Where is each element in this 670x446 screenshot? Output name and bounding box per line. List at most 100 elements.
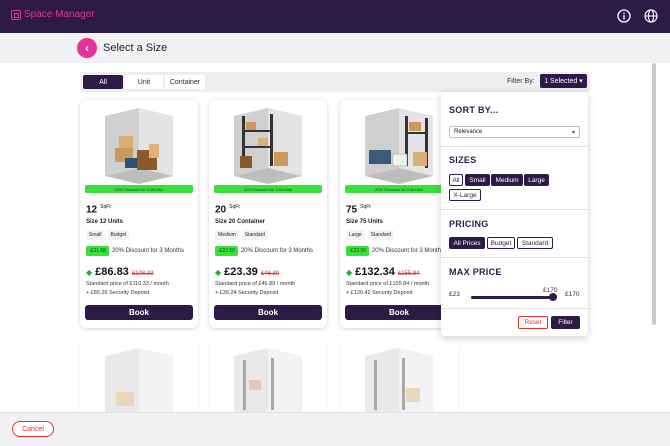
slider-min-label: £23: [449, 291, 460, 298]
sort-value: Relevance: [454, 129, 483, 135]
unit-name: Size 75 Units: [346, 219, 384, 225]
standard-price: Standard price of £155.84 / month: [346, 281, 430, 287]
size-chip-small[interactable]: Small: [465, 174, 490, 186]
size-chip-medium[interactable]: Medium: [491, 174, 523, 186]
price: £132.34: [355, 266, 395, 278]
unit-size: 20 SqFt: [215, 204, 240, 215]
unit-name: Size 20 Container: [215, 219, 266, 225]
chevron-down-icon: ▾: [579, 78, 583, 85]
tag: Standard: [241, 230, 269, 240]
slider-thumb[interactable]: [549, 293, 557, 301]
promo-text: 20% Discount for 3 Months: [111, 248, 185, 254]
filter-by-label: Filter By:: [507, 78, 535, 85]
top-bar: [0, 0, 670, 33]
size-value: 12: [86, 204, 98, 216]
back-button[interactable]: ‹: [77, 38, 97, 58]
tag-icon: ◆: [86, 268, 93, 277]
standard-price: Standard price of £46.89 / month: [215, 281, 296, 287]
bottom-bar: [0, 412, 670, 446]
divider: [441, 308, 588, 309]
book-button[interactable]: Book: [345, 305, 453, 320]
old-price: £108.33: [131, 271, 154, 277]
storage-unit-image: [105, 108, 173, 184]
tag-icon: ◆: [346, 268, 353, 277]
size-chip-large[interactable]: Large: [524, 174, 549, 186]
unit-size: 12 SqFt: [86, 204, 111, 215]
tag-icon: ◆: [215, 268, 222, 277]
storage-card: 20% Discount for 3 Months 20 SqFt Size 20…: [209, 100, 327, 328]
scrollbar[interactable]: [652, 63, 656, 325]
title-row: [0, 33, 670, 63]
security-deposit: + £120.42 Security Deposit: [346, 290, 413, 296]
pricing-chip-all[interactable]: All Prices: [449, 237, 485, 249]
filter-by-value: 1 Selected: [544, 77, 578, 85]
discount-strip: 20% Discount for 3 Months: [345, 185, 453, 193]
tab-container[interactable]: Container: [165, 75, 205, 89]
storage-unit-image: [365, 348, 433, 420]
info-icon[interactable]: [617, 9, 631, 23]
tab-all[interactable]: All: [83, 75, 123, 89]
storage-card-placeholder: [209, 340, 327, 420]
cancel-button[interactable]: Cancel: [12, 421, 54, 437]
tab-unit[interactable]: Unit: [125, 75, 163, 89]
reset-button[interactable]: Reset: [518, 316, 548, 329]
max-price-heading: MAX PRICE: [449, 267, 502, 277]
divider: [441, 257, 588, 258]
app-logo[interactable]: Space Manager: [11, 9, 95, 20]
tag: Small: [86, 230, 105, 240]
tag: Budget: [107, 230, 130, 240]
size-value: 75: [346, 204, 358, 216]
divider: [441, 209, 588, 210]
price: £86.83: [95, 266, 129, 278]
storage-card: 20% Discount for 3 Months 12 SqFt Size 12…: [80, 100, 198, 328]
page-title: Select a Size: [103, 42, 168, 54]
promo-badge: -£23.50: [346, 246, 369, 256]
tag: Medium: [215, 230, 239, 240]
chevron-left-icon: ‹: [85, 41, 89, 55]
discount-strip: 20% Discount for 3 Months: [214, 185, 322, 193]
storage-unit-image: [234, 108, 302, 184]
tag: Standard: [367, 230, 395, 240]
pricing-chip-standard[interactable]: Standard: [517, 237, 553, 249]
filter-bar: All Unit Container: [80, 72, 590, 92]
filter-button[interactable]: Filter: [551, 316, 580, 329]
storage-card: 20% Discount for 3 Months 75 SqFt Size 75…: [340, 100, 458, 328]
size-unit: SqFt: [229, 204, 240, 210]
max-price-slider[interactable]: [471, 293, 557, 301]
discount-strip: 20% Discount for 3 Months: [85, 185, 193, 193]
standard-price: Standard price of £110.33 / month: [86, 281, 169, 287]
sort-select[interactable]: Relevance ▾: [449, 126, 580, 138]
size-value: 20: [215, 204, 227, 216]
price: £23.39: [224, 266, 258, 278]
promo-badge: -£21.58: [86, 246, 109, 256]
size-chip-xlarge[interactable]: X-Large: [449, 189, 481, 201]
filter-by-button[interactable]: 1 Selected ▾: [540, 74, 587, 88]
slider-current-value: £170: [543, 287, 558, 294]
book-button[interactable]: Book: [85, 305, 193, 320]
promo-text: 20% Discount for 3 Months: [240, 248, 314, 254]
unit-name: Size 12 Units: [86, 219, 124, 225]
pricing-heading: PRICING: [449, 219, 489, 229]
storage-unit-image: [234, 348, 302, 420]
size-chip-all[interactable]: All: [449, 174, 463, 186]
size-unit: SqFt: [360, 204, 371, 210]
slider-max-label: £170: [565, 291, 580, 298]
pricing-chip-budget[interactable]: Budget: [487, 237, 515, 249]
security-deposit: + £36.24 Security Deposit: [215, 290, 279, 296]
globe-icon[interactable]: [644, 9, 658, 23]
tag: Large: [346, 230, 365, 240]
sizes-heading: SIZES: [449, 155, 477, 165]
promo-text: 20% Discount for 3 Months: [371, 248, 445, 254]
app-title: Space Manager: [24, 9, 95, 20]
storage-card-placeholder: [80, 340, 198, 420]
unit-size: 75 SqFt: [346, 204, 371, 215]
logo-icon: [11, 9, 21, 20]
promo-badge: -£23.50: [215, 246, 238, 256]
book-button[interactable]: Book: [214, 305, 322, 320]
size-unit: SqFt: [100, 204, 111, 210]
old-price: £46.89: [260, 271, 280, 277]
slider-fill: [471, 296, 553, 299]
chevron-down-icon: ▾: [571, 130, 575, 136]
security-deposit: + £85.26 Security Deposit: [86, 290, 150, 296]
storage-unit-image: [365, 108, 433, 184]
